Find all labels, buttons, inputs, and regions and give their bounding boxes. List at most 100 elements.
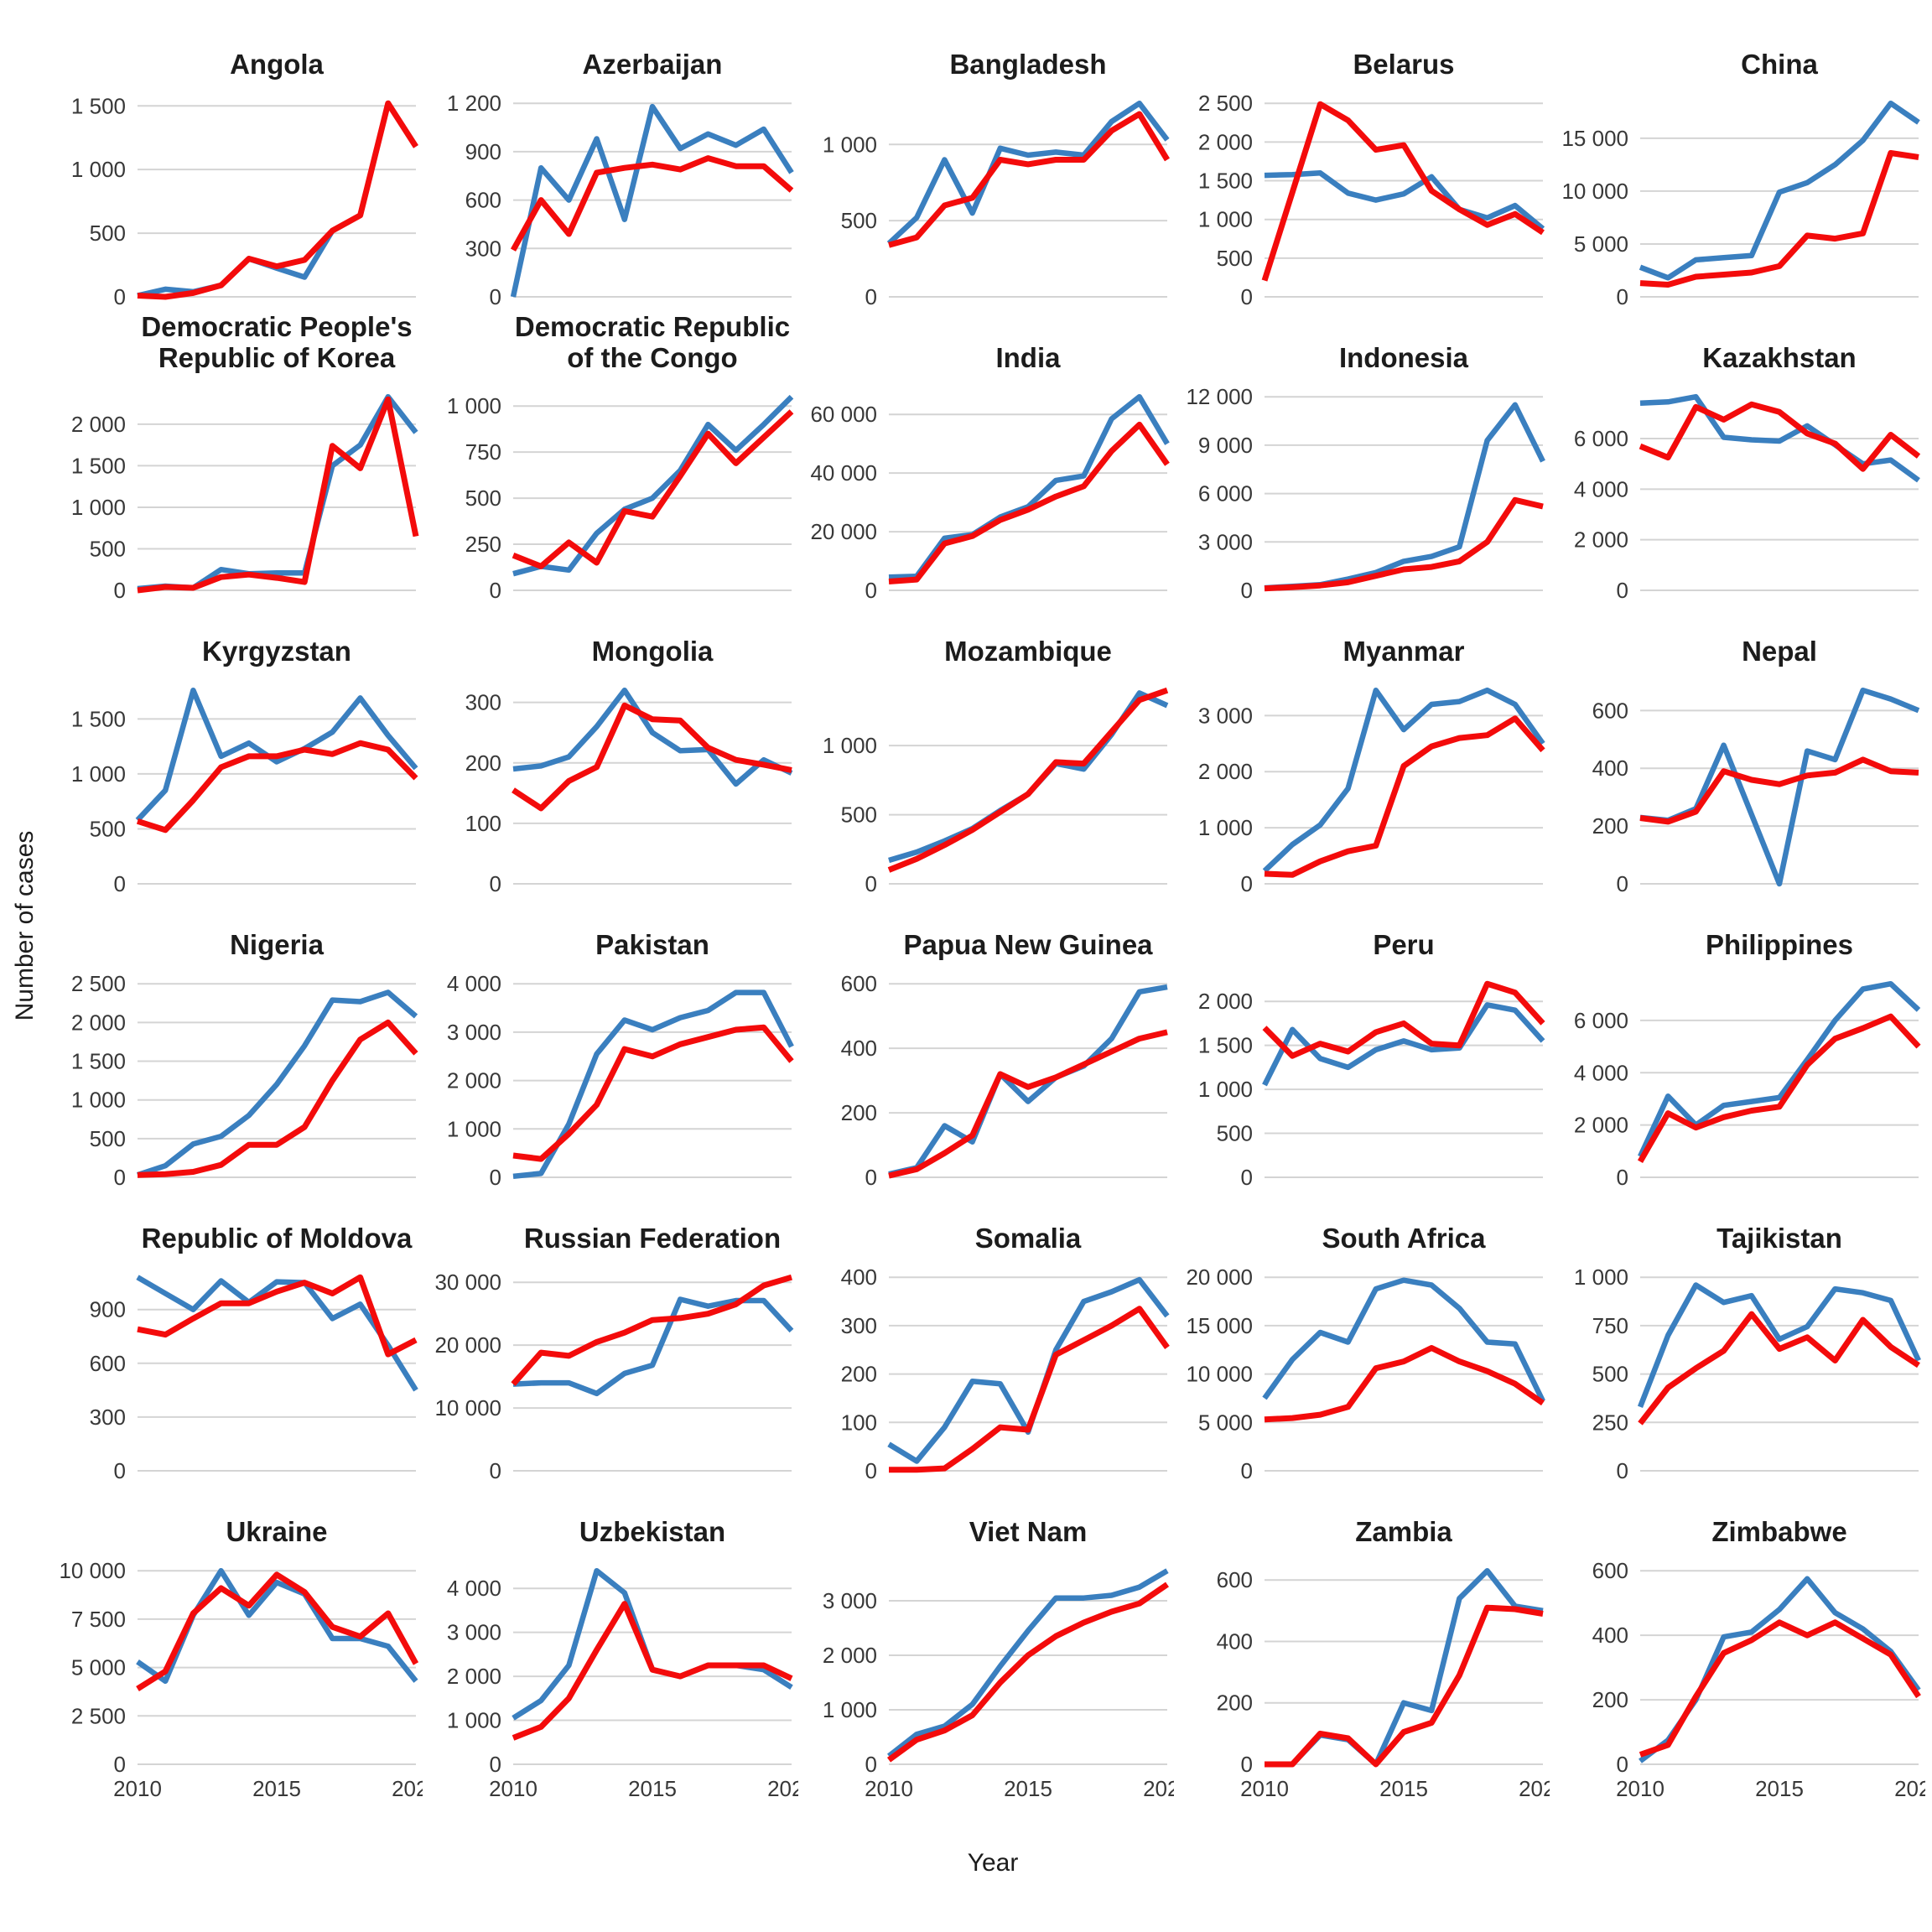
line-blue	[512, 394, 794, 577]
facet-belarus: Belarus 0 500 1 000 1 500 2 000 2 500	[1181, 29, 1556, 322]
y-tick-label: 0	[865, 1752, 877, 1777]
y-tick-label: 2 000	[71, 412, 126, 437]
line-red	[888, 421, 1170, 584]
facet-somalia: Somalia 0 100 200 300 400	[805, 1202, 1181, 1496]
facet-peru: Peru 0 500 1 000 1 500 2 000	[1181, 909, 1556, 1202]
y-tick-label: 2 000	[447, 1664, 501, 1689]
y-tick-label: 0	[114, 578, 126, 602]
y-tick-label: 9 000	[1198, 433, 1253, 458]
facet-viet-nam: Viet Nam 0 1 000 2 000 3 000 2010 2015 2020	[805, 1496, 1192, 1825]
facet-china: China 0 5 000 10 000 15 000	[1556, 29, 1932, 322]
y-tick-label: 6 000	[1574, 426, 1628, 451]
line-red	[137, 100, 418, 300]
y-tick-label: 6 000	[1198, 481, 1253, 506]
line-blue	[1639, 100, 1920, 281]
facet-mongolia: Mongolia 0 100 200 300	[429, 615, 805, 909]
facet-kazakhstan: Kazakhstan 0 2 000 4 000 6 000	[1556, 322, 1932, 615]
y-tick-label: 600	[90, 1351, 126, 1376]
line-red	[512, 409, 794, 569]
facet-plot: 0 500 1 000 1 500 2 000 2 500	[1198, 91, 1545, 309]
x-tick-label: 2010	[1240, 1776, 1289, 1801]
facet-title: Myanmar	[1343, 636, 1465, 667]
y-tick-label: 0	[865, 871, 877, 896]
x-tick-label: 2010	[865, 1776, 913, 1801]
facet-nepal: Nepal 0 200 400 600	[1556, 615, 1932, 909]
y-tick-label: 500	[465, 486, 501, 511]
y-tick-label: 900	[90, 1297, 126, 1322]
y-tick-label: 0	[114, 284, 126, 309]
y-tick-label: 400	[1217, 1628, 1253, 1654]
y-tick-label: 0	[1241, 578, 1253, 602]
y-tick-label: 4 000	[447, 971, 501, 996]
y-tick-label: 1 000	[1198, 207, 1253, 232]
y-tick-label: 400	[1592, 756, 1628, 781]
x-tick-label: 2015	[1379, 1776, 1428, 1801]
line-blue	[1637, 1282, 1921, 1408]
y-tick-label: 0	[490, 284, 501, 309]
y-tick-label: 0	[490, 1165, 501, 1189]
y-tick-label: 500	[841, 802, 877, 828]
line-red	[136, 1571, 419, 1691]
y-tick-label: 3 000	[1198, 529, 1253, 554]
x-tick-label: 2010	[489, 1776, 538, 1801]
facet-mozambique: Mozambique 0 500 1 000	[805, 615, 1181, 909]
y-tick-label: 3 000	[1198, 703, 1253, 728]
facet-kyrgyzstan: Kyrgyzstan 0 500 1 000 1 500	[54, 615, 429, 909]
facet-plot: 0 200 400 600 2010 2015 2020	[1217, 1567, 1567, 1801]
y-tick-label: 0	[490, 1752, 501, 1777]
line-blue	[512, 1296, 794, 1397]
y-tick-label: 0	[865, 1165, 877, 1189]
facet-title: Uzbekistan	[579, 1516, 726, 1548]
facet-grid: Angola 0 500 1 000 1 500 Azerbaijan 0 300 600 900…	[54, 29, 1932, 1825]
y-tick-label: 1 000	[1198, 1077, 1253, 1102]
y-tick-label: 3 000	[447, 1020, 501, 1045]
line-red	[1265, 1604, 1544, 1768]
y-tick-label: 0	[114, 871, 126, 896]
facet-zambia: Zambia 0 200 400 600 2010 2015 2020	[1181, 1496, 1567, 1825]
y-tick-label: 300	[465, 236, 501, 261]
facet-ukraine: Ukraine 0 2 500 5 000 7 500 10 000 2010 2015 202…	[54, 1496, 439, 1825]
facet-plot: 0 500 1 000 1 500	[71, 93, 418, 309]
facet-plot: 0 5 000 10 000 15 000	[1561, 100, 1920, 309]
y-tick-label: 0	[865, 284, 877, 309]
facet-title: Mozambique	[944, 636, 1112, 667]
y-tick-label: 20 000	[434, 1332, 501, 1358]
facet-south-africa: South Africa 0 5 000 10 000 15 000 20 000	[1181, 1202, 1556, 1496]
facet-myanmar: Myanmar 0 1 000 2 000 3 000	[1181, 615, 1556, 909]
y-tick-label: 0	[1617, 871, 1628, 896]
facet-title: Kyrgyzstan	[202, 636, 351, 667]
y-tick-label: 1 000	[71, 1088, 126, 1113]
facet-title: Democratic Republic of the Congo	[514, 311, 791, 374]
line-blue	[510, 103, 794, 298]
y-tick-label: 1 000	[71, 495, 126, 520]
y-tick-label: 0	[490, 1458, 501, 1483]
facet-title: Zambia	[1355, 1516, 1452, 1548]
y-tick-label: 6 000	[1574, 1008, 1628, 1033]
y-axis-title: Number of cases	[11, 830, 39, 1021]
y-tick-label: 200	[1592, 1687, 1628, 1712]
y-tick-label: 2 000	[447, 1068, 501, 1093]
y-tick-label: 0	[1241, 1165, 1253, 1189]
y-tick-label: 2 500	[1198, 91, 1253, 116]
facet-title: Belarus	[1353, 49, 1455, 80]
y-tick-label: 400	[841, 1036, 877, 1061]
facet-india: India 0 20 000 40 000 60 000	[805, 322, 1181, 615]
facet-plot: 0 20 000 40 000 60 000	[810, 393, 1170, 603]
line-blue	[886, 100, 1170, 246]
y-tick-label: 10 000	[1186, 1362, 1253, 1387]
y-tick-label: 10 000	[1561, 179, 1628, 204]
facet-title: China	[1741, 49, 1818, 80]
y-tick-label: 1 000	[71, 761, 126, 787]
facet-plot: 0 5 000 10 000 15 000 20 000	[1186, 1265, 1545, 1483]
y-tick-label: 2 000	[71, 1010, 126, 1035]
facet-plot: 0 300 600 900	[90, 1274, 418, 1483]
y-tick-label: 20 000	[810, 519, 877, 544]
facet-title: Bangladesh	[949, 49, 1107, 80]
facet-plot: 0 500 1 000 1 500	[71, 687, 418, 896]
line-blue	[137, 393, 418, 592]
facet-plot: 0 100 200 300	[465, 687, 793, 896]
line-blue	[136, 989, 418, 1178]
line-red	[888, 111, 1170, 248]
y-tick-label: 1 000	[823, 132, 877, 157]
y-tick-label: 1 500	[1198, 169, 1253, 194]
